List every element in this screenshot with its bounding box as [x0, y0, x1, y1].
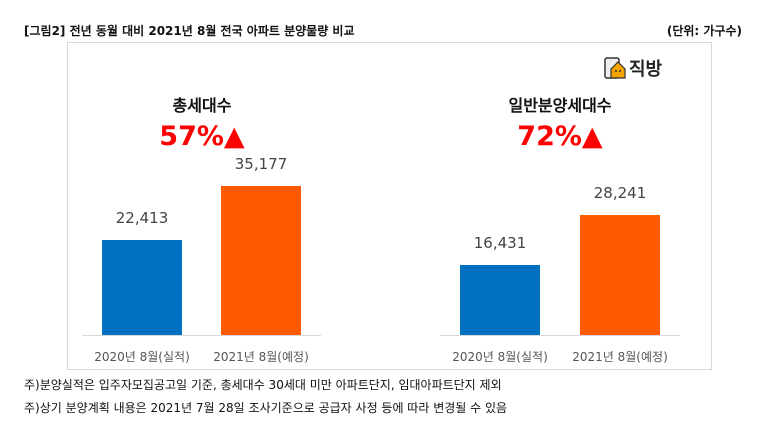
x-tick-label: 2020년 8월(실적)	[94, 350, 190, 364]
footnote-1: 주)분양실적은 입주자모집공고일 기준, 총세대수 30세대 미만 아파트단지,…	[24, 378, 502, 392]
footnote-2: 주)상기 분양계획 내용은 2021년 7월 28일 조사기준으로 공급자 사정…	[24, 401, 508, 415]
x-tick-label: 2021년 8월(예정)	[213, 350, 309, 364]
zigbang-house-icon	[604, 57, 626, 79]
bar	[580, 215, 660, 335]
data-label: 35,177	[234, 154, 288, 173]
x-tick-label: 2021년 8월(예정)	[572, 350, 668, 364]
data-label: 28,241	[593, 184, 647, 203]
growth-annotation: 57%▲	[159, 121, 245, 152]
bar	[460, 265, 540, 335]
x-tick-label: 2020년 8월(실적)	[452, 350, 548, 364]
logo: 직방	[604, 55, 662, 81]
group-title: 총세대수	[172, 96, 232, 115]
growth-annotation: 72%▲	[517, 121, 603, 152]
data-label: 22,413	[115, 208, 169, 227]
x-axis-line	[440, 335, 680, 336]
chart-box	[67, 42, 712, 370]
figure-title: [그림2] 전년 동월 대비 2021년 8월 전국 아파트 분양물량 비교	[24, 24, 355, 38]
bar	[102, 239, 182, 335]
x-axis-line	[82, 335, 321, 336]
data-label: 16,431	[473, 234, 527, 253]
logo-text: 직방	[629, 59, 663, 80]
group-title: 일반분양세대수	[508, 96, 612, 115]
unit-label: (단위: 가구수)	[666, 24, 742, 38]
bar	[221, 185, 301, 335]
